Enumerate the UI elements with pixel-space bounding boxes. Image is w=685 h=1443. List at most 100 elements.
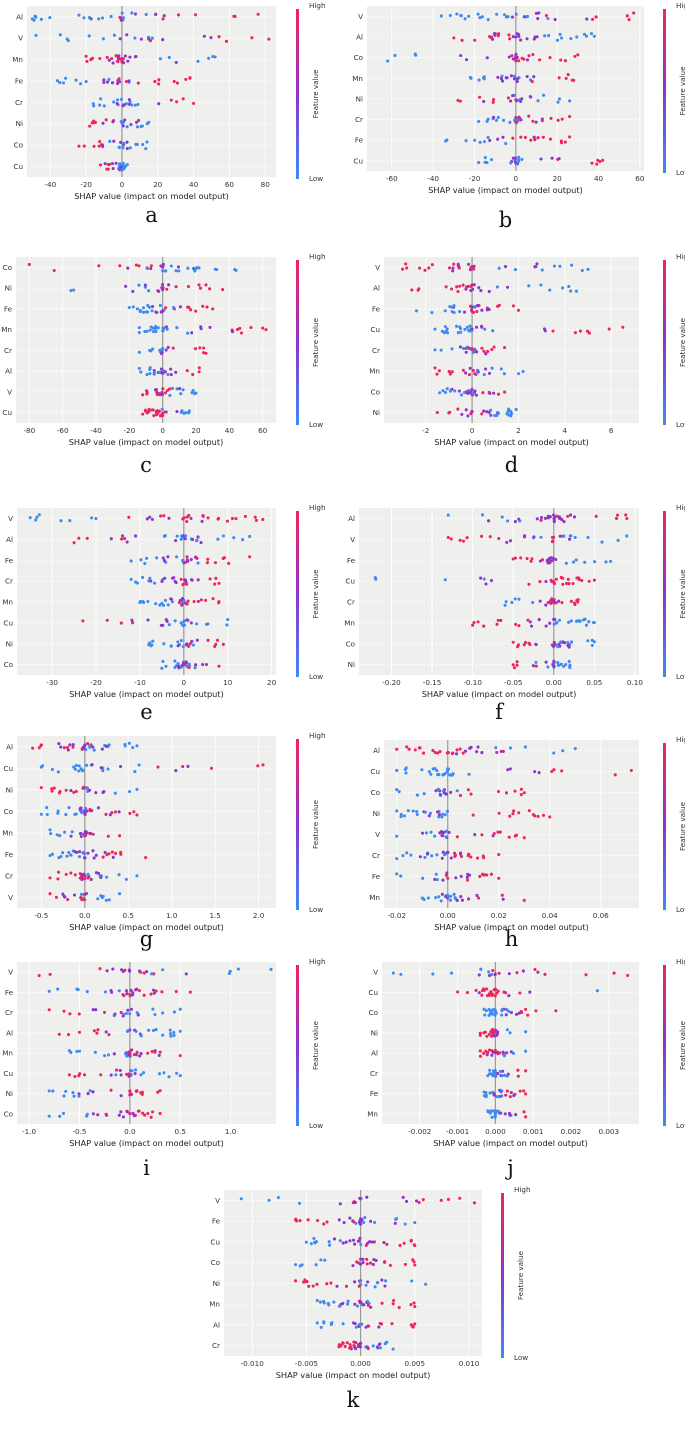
shap-point [208,287,212,291]
shap-point [187,513,191,517]
shap-point [119,1094,123,1098]
shap-point [37,973,41,978]
feature-label-v: V [18,34,23,43]
feature-label-fe: Fe [15,76,24,85]
shap-point [243,514,247,518]
shap-point [146,599,150,604]
shap-point [470,327,474,331]
shap-point [461,751,465,755]
shap-point [135,813,139,817]
shap-point [487,390,491,394]
shap-point [434,872,438,876]
feature-label-mn: Mn [352,74,363,83]
shap-point [196,599,200,603]
shap-point [534,11,538,16]
shap-point [568,666,572,670]
shap-point [407,747,411,751]
x-tick-label: 80 [261,180,271,189]
shap-point [477,896,481,900]
shap-point [487,1048,492,1052]
shap-point [524,1115,528,1119]
shap-point [114,1073,118,1077]
x-tick-label: 0.06 [593,911,609,920]
shap-point [164,664,168,668]
shap-point [65,854,69,858]
shap-point [455,752,459,756]
colorbar [501,1193,504,1358]
shap-point [114,851,118,855]
shap-point [531,119,535,123]
x-tick-label: 40 [189,180,199,189]
shap-point [188,642,192,646]
shap-point [551,556,555,560]
shap-point [348,1343,352,1347]
shap-point [476,370,480,374]
shap-point [225,623,229,627]
shap-point [500,74,504,78]
shap-point [316,1219,320,1223]
shap-point [578,619,582,623]
shap-point [509,161,513,165]
x-axis-label: SHAP value (impact on model output) [422,689,577,699]
shap-point [131,621,135,625]
shap-point [478,1054,483,1058]
feature-label-mn: Mn [2,828,13,837]
shap-point [591,17,595,21]
shap-point [169,1034,173,1038]
shap-point [448,410,452,414]
shap-point [121,1014,125,1018]
feature-label-ni: Ni [348,660,355,669]
shap-point [250,36,254,40]
shap-point [552,617,556,621]
shap-point [128,1089,132,1094]
x-tick-label: 60 [635,174,645,183]
feature-label-al: Al [6,1028,13,1037]
shap-point [441,812,445,816]
shap-point [52,786,56,790]
shap-point [482,140,486,144]
shap-point [405,266,409,270]
colorbar-title: Feature value [678,317,685,367]
shap-point [491,968,495,973]
shap-point [471,623,475,627]
shap-point [168,393,172,397]
shap-point [179,392,183,396]
shap-point [186,285,191,289]
shap-point [154,329,158,334]
shap-point [294,1263,298,1267]
shap-point [391,1302,395,1306]
shap-point [82,144,86,148]
shap-point [497,32,501,36]
shap-point [338,1202,342,1206]
shap-point [393,53,397,57]
shap-point [488,1068,492,1072]
shap-point [111,967,115,971]
colorbar [296,965,299,1126]
shap-point [141,1111,145,1115]
shap-point [151,988,156,992]
shap-point [487,1072,492,1076]
shap-point [497,811,501,815]
shap-point [128,1069,133,1073]
shap-point [129,577,133,581]
shap-point [166,555,170,559]
shap-point [78,876,82,880]
shap-point [501,135,505,139]
shap-point [48,892,52,896]
shap-point [163,391,168,395]
feature-label-mn: Mn [369,893,380,902]
shap-point [464,350,468,354]
shap-point [482,409,486,413]
shap-point [592,34,596,38]
shap-point [455,835,459,839]
shap-point [136,1109,140,1113]
shap-point [197,266,201,270]
colorbar-title: Feature value [678,1020,685,1070]
feature-label-ni: Ni [371,1028,378,1037]
shap-point [190,537,195,542]
shap-point [403,1222,407,1226]
shap-point [101,855,105,859]
shap-point [79,896,83,900]
shap-point [64,76,68,80]
shap-point [148,39,153,43]
